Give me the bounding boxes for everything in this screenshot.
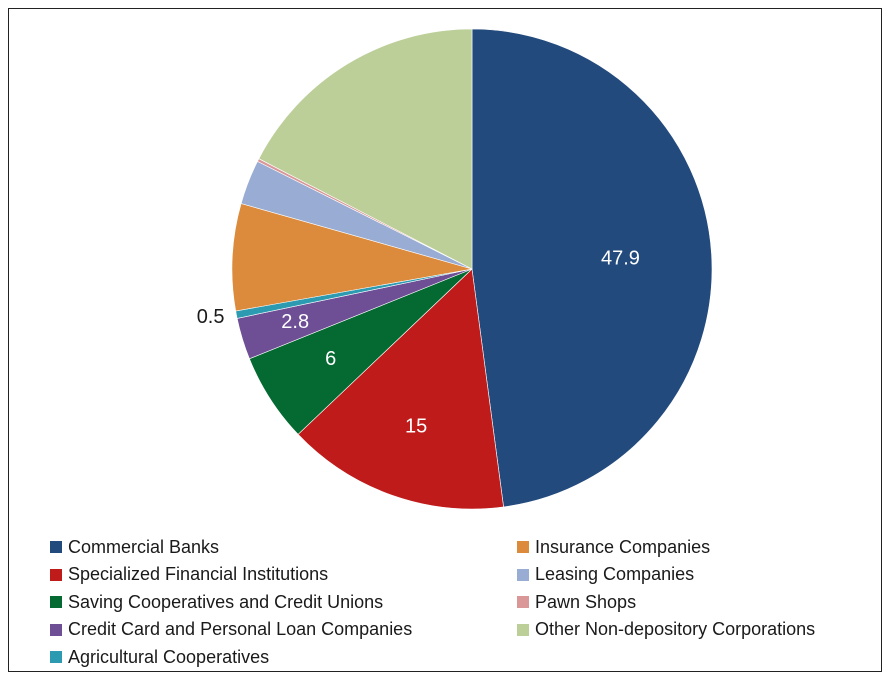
data-label-saving-cooperatives-and-credit-unions: 6 — [325, 348, 336, 370]
pie-slices — [231, 28, 713, 510]
pie-slice-other-non-depository-corporations — [258, 28, 473, 270]
pie-slice-specialized-financial-institutions — [297, 268, 504, 510]
data-label-commercial-banks: 47.9 — [601, 247, 640, 269]
pie-chart: 47.9 15 6 2.8 0.5 — [197, 28, 713, 510]
pie-data-labels: 47.9 15 6 2.8 0.5 — [197, 247, 640, 437]
pie-slice-insurance-companies — [231, 203, 473, 312]
data-label-specialized-financial-institutions: 15 — [405, 416, 427, 438]
data-label-agricultural-cooperatives: 0.5 — [197, 306, 225, 328]
data-label-credit-card-and-personal-loan-companies: 2.8 — [281, 311, 309, 333]
pie-slice-commercial-banks — [471, 28, 713, 508]
